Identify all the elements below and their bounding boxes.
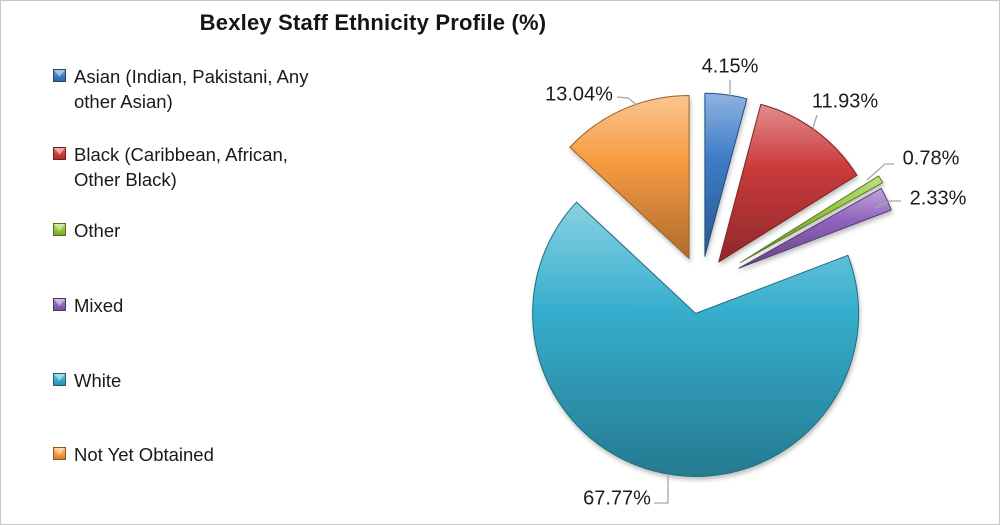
pie-slice-5[interactable] xyxy=(569,94,690,259)
data-label-black: 11.93% xyxy=(811,90,879,113)
data-label-mixed: 2.33% xyxy=(909,187,967,210)
leader-line-5 xyxy=(616,96,638,106)
legend-marker-other-icon xyxy=(53,223,66,236)
legend-label-white: White xyxy=(74,370,122,391)
pie-slice-1[interactable] xyxy=(718,103,858,263)
data-label-not-yet-obtained: 13.04% xyxy=(545,83,613,106)
pie-slice-2[interactable] xyxy=(740,175,884,263)
pie-slice-0[interactable] xyxy=(704,92,748,257)
legend-item-not-yet-obtained[interactable]: Not Yet Obtained xyxy=(53,442,214,467)
legend-marker-black-icon xyxy=(53,147,66,160)
data-label-white: 67.77% xyxy=(583,487,651,510)
legend-marker-not-yet-obtained-icon xyxy=(53,447,66,460)
legend-marker-white-icon xyxy=(53,373,66,386)
legend-item-white[interactable]: White xyxy=(53,368,121,393)
legend-item-black[interactable]: Black (Caribbean, African, Other Black) xyxy=(53,142,288,192)
legend-marker-asian-icon xyxy=(53,69,66,82)
chart-title: Bexley Staff Ethnicity Profile (%) xyxy=(199,10,547,35)
legend-item-asian[interactable]: Asian (Indian, Pakistani, Any other Asia… xyxy=(53,64,308,114)
legend-label-other: Other xyxy=(74,220,121,241)
data-label-other: 0.78% xyxy=(902,147,960,170)
legend-label-black: Black (Caribbean, African, Other Black) xyxy=(74,144,288,190)
data-label-asian: 4.15% xyxy=(701,55,759,78)
pie-slice-3[interactable] xyxy=(738,187,892,269)
leader-line-1 xyxy=(812,114,818,129)
leader-line-3 xyxy=(874,200,901,209)
pie-slice-4[interactable] xyxy=(532,201,860,477)
leader-line-4 xyxy=(654,474,669,504)
legend-label-not-yet-obtained: Not Yet Obtained xyxy=(74,444,214,465)
legend-label-asian: Asian (Indian, Pakistani, Any other Asia… xyxy=(74,66,309,112)
legend-item-mixed[interactable]: Mixed xyxy=(53,293,123,318)
legend-item-other[interactable]: Other xyxy=(53,218,120,243)
legend-marker-mixed-icon xyxy=(53,298,66,311)
legend-label-mixed: Mixed xyxy=(74,295,124,316)
leader-line-2 xyxy=(866,163,894,181)
